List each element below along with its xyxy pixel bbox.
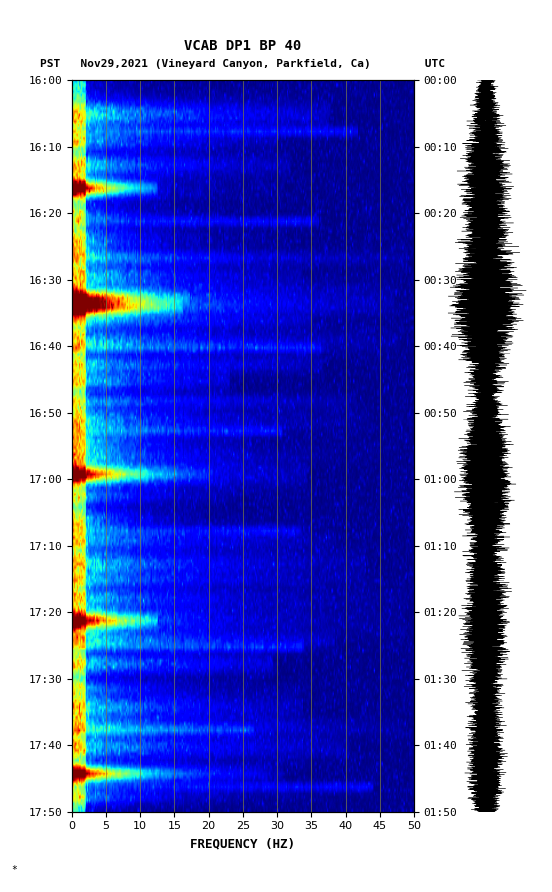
- Text: *: *: [11, 864, 17, 875]
- Text: USGS: USGS: [31, 17, 57, 28]
- Polygon shape: [8, 9, 27, 36]
- X-axis label: FREQUENCY (HZ): FREQUENCY (HZ): [190, 837, 295, 850]
- Text: PST   Nov29,2021 (Vineyard Canyon, Parkfield, Ca)        UTC: PST Nov29,2021 (Vineyard Canyon, Parkfie…: [40, 59, 445, 70]
- Text: VCAB DP1 BP 40: VCAB DP1 BP 40: [184, 39, 301, 54]
